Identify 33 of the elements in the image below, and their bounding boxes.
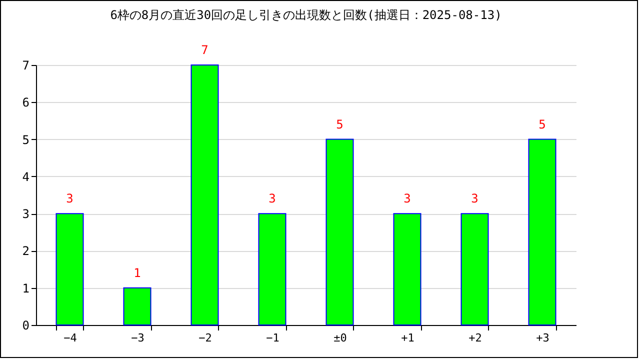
y-tick-label: 2 bbox=[22, 244, 30, 258]
data-label: 3 bbox=[66, 192, 74, 206]
y-tick-label: 0 bbox=[22, 318, 30, 332]
y-tick-label: 4 bbox=[22, 170, 30, 184]
x-tick-label: +2 bbox=[468, 332, 482, 344]
bar bbox=[190, 64, 219, 326]
y-tick-label: 3 bbox=[22, 207, 30, 222]
bar bbox=[56, 213, 84, 326]
bar bbox=[528, 138, 556, 326]
data-label: 5 bbox=[336, 117, 344, 132]
x-tick-label: −4 bbox=[64, 332, 78, 344]
y-tick-label: 7 bbox=[22, 58, 30, 72]
x-tick-label: −3 bbox=[131, 332, 144, 344]
bar bbox=[123, 287, 152, 326]
y-tick-label: 5 bbox=[22, 132, 30, 147]
y-tick-label: 6 bbox=[22, 96, 30, 110]
x-tick-label: −2 bbox=[198, 332, 212, 344]
x-tick-label: +1 bbox=[401, 332, 414, 344]
x-tick-label: ±0 bbox=[334, 332, 347, 344]
x-tick-label: −1 bbox=[266, 332, 280, 344]
x-tick-label: +3 bbox=[536, 332, 550, 344]
bar bbox=[393, 213, 422, 326]
bar bbox=[326, 138, 354, 326]
data-label: 7 bbox=[201, 43, 208, 57]
y-tick-label: 1 bbox=[22, 281, 30, 296]
data-label: 3 bbox=[268, 192, 276, 206]
data-label: 3 bbox=[404, 192, 411, 206]
data-label: 1 bbox=[134, 266, 141, 280]
chart-title: 6枠の8月の直近30回の足し引きの出現数と回数(抽選日：2025-08-13) bbox=[110, 8, 502, 22]
bar bbox=[460, 213, 489, 326]
bar bbox=[258, 213, 286, 326]
data-label: 3 bbox=[471, 192, 478, 206]
data-label: 5 bbox=[538, 117, 546, 132]
